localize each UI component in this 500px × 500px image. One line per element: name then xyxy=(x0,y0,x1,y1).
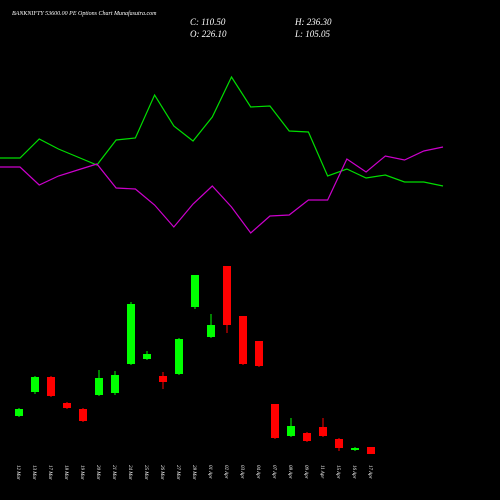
candle-body xyxy=(303,433,311,441)
candle-body xyxy=(47,377,55,396)
stat: C: 110.50 xyxy=(190,17,226,27)
x-tick-label: 07 Apr xyxy=(271,465,276,479)
x-tick-label: 13 Mar xyxy=(31,465,36,480)
chart-title: BANKNIFTY 53600.00 PE Options Chart Muna… xyxy=(12,10,157,17)
x-tick-label: 03 Apr xyxy=(239,465,244,479)
candle-body xyxy=(239,316,247,364)
indicator-line xyxy=(0,146,444,234)
x-tick-label: 28 Mar xyxy=(191,465,196,480)
candle-body xyxy=(175,339,183,374)
x-tick-label: 26 Mar xyxy=(159,465,164,480)
x-tick-label: 17 Mar xyxy=(47,465,52,480)
candle-body xyxy=(335,439,343,448)
x-tick-label: 08 Apr xyxy=(287,465,292,479)
candle-body xyxy=(191,275,199,307)
x-tick-label: 25 Mar xyxy=(143,465,148,480)
x-tick-label: 16 Apr xyxy=(351,465,356,479)
x-tick-label: 21 Mar xyxy=(111,465,116,480)
candle-body xyxy=(207,325,215,337)
candle-body xyxy=(127,304,135,364)
x-tick-label: 19 Mar xyxy=(79,465,84,480)
candle-body xyxy=(15,409,23,416)
candle-body xyxy=(319,427,327,436)
x-tick-label: 12 Mar xyxy=(15,465,20,480)
stat: H: 236.30 xyxy=(294,17,332,27)
stat: L: 105.05 xyxy=(294,29,331,39)
candle-body xyxy=(271,404,279,438)
stat: O: 226.10 xyxy=(190,29,227,39)
x-tick-label: 11 Apr xyxy=(319,465,324,478)
candle-body xyxy=(255,341,263,366)
candle-body xyxy=(351,448,359,450)
x-tick-label: 27 Mar xyxy=(175,465,180,480)
candle-body xyxy=(159,376,167,382)
candle-body xyxy=(111,375,119,393)
x-tick-label: 15 Apr xyxy=(335,465,340,479)
candle-body xyxy=(223,266,231,325)
x-tick-label: 24 Mar xyxy=(127,465,132,480)
x-tick-label: 20 Mar xyxy=(95,465,100,480)
x-tick-label: 17 Apr xyxy=(367,465,372,479)
x-tick-label: 18 Mar xyxy=(63,465,68,480)
x-tick-label: 04 Apr xyxy=(255,465,260,479)
candle-body xyxy=(31,377,39,392)
candle-body xyxy=(79,409,87,421)
candle-body xyxy=(367,447,375,454)
x-tick-label: 02 Apr xyxy=(223,465,228,479)
candle-body xyxy=(287,426,295,436)
candle-body xyxy=(95,378,103,395)
x-tick-label: 09 Apr xyxy=(303,465,308,479)
x-tick-label: 01 Apr xyxy=(207,465,212,479)
indicator-line xyxy=(0,75,444,187)
candle-body xyxy=(63,403,71,408)
candle-body xyxy=(143,354,151,359)
